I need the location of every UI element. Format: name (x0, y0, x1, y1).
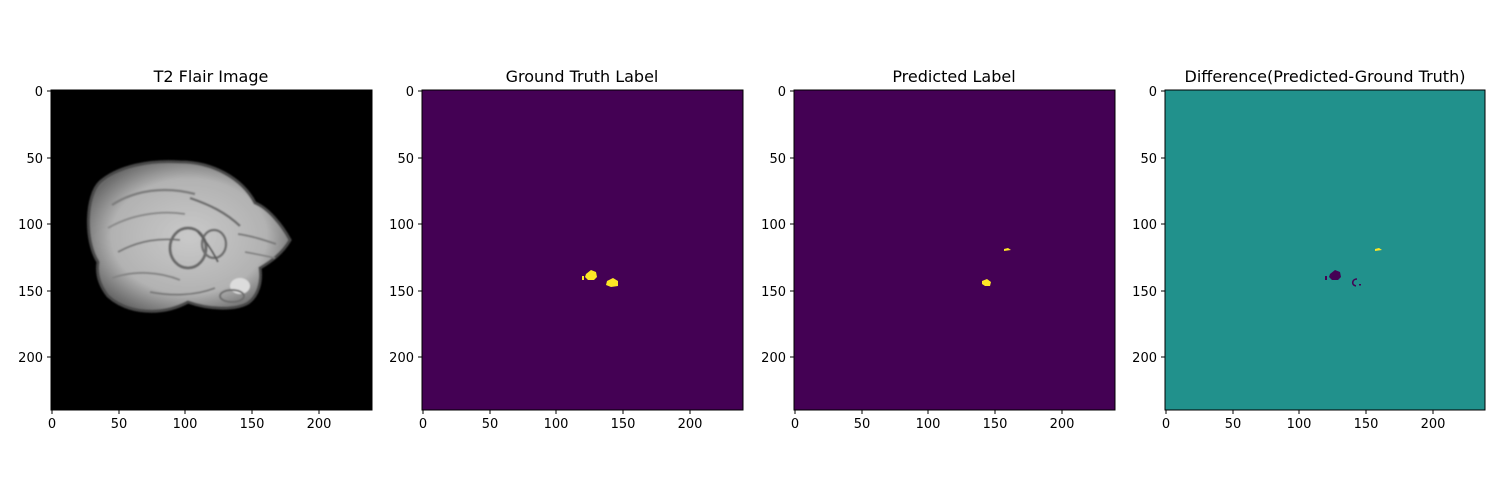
difference-overlay (1325, 248, 1382, 287)
panel-difference: Difference(Predicted-Ground Truth) 0 50 … (1132, 67, 1486, 432)
y-tick-label: 150 (389, 285, 414, 300)
image-area-ground-truth (422, 90, 743, 410)
x-tick-label: 100 (916, 417, 941, 432)
x-axis-difference: 0 50 100 150 200 (1162, 410, 1446, 432)
y-tick-label: 0 (35, 85, 43, 100)
x-tick-label: 50 (854, 417, 871, 432)
x-tick-label: 0 (48, 417, 56, 432)
image-area-predicted (794, 90, 1115, 410)
x-axis-t2-flair: 0 50 100 150 200 (48, 410, 332, 432)
y-tick-label: 200 (18, 351, 43, 366)
axes-frame-t2-flair (50, 89, 373, 411)
false-negative-region (1351, 278, 1358, 287)
y-tick-label: 150 (761, 285, 786, 300)
x-tick-label: 50 (482, 417, 499, 432)
axes-frame-difference (1164, 89, 1486, 411)
x-tick-label: 200 (1050, 417, 1075, 432)
false-negative-region (1359, 284, 1361, 286)
y-axis-difference: 0 50 100 150 200 (1132, 85, 1165, 366)
y-tick-label: 200 (1132, 351, 1157, 366)
panel-title-difference: Difference(Predicted-Ground Truth) (1185, 67, 1466, 86)
y-tick-label: 200 (389, 351, 414, 366)
y-tick-label: 100 (389, 218, 414, 233)
x-axis-predicted: 0 50 100 150 200 (791, 410, 1075, 432)
x-tick-label: 150 (983, 417, 1008, 432)
y-tick-label: 0 (406, 85, 414, 100)
y-tick-label: 0 (1149, 85, 1157, 100)
x-tick-label: 0 (791, 417, 799, 432)
y-tick-label: 200 (761, 351, 786, 366)
y-axis-predicted: 0 50 100 150 200 (761, 85, 794, 366)
axes-frame-predicted (793, 89, 1116, 411)
panel-title-predicted: Predicted Label (892, 67, 1015, 86)
panel-predicted: Predicted Label 0 50 100 150 200 0 50 10… (761, 67, 1116, 432)
x-tick-label: 200 (307, 417, 332, 432)
x-tick-label: 0 (419, 417, 427, 432)
y-tick-label: 50 (26, 152, 43, 167)
panel-title-ground-truth: Ground Truth Label (506, 67, 659, 86)
y-axis-t2-flair: 0 50 100 150 200 (18, 85, 51, 366)
x-tick-label: 150 (611, 417, 636, 432)
false-negative-region (1329, 270, 1341, 280)
y-tick-label: 150 (1132, 285, 1157, 300)
y-tick-label: 100 (18, 218, 43, 233)
axes-frame-ground-truth (421, 89, 744, 411)
image-area-difference (1165, 90, 1485, 410)
x-tick-label: 100 (1287, 417, 1312, 432)
y-tick-label: 50 (769, 152, 786, 167)
x-tick-label: 50 (111, 417, 128, 432)
lesion-ground-truth (582, 270, 618, 287)
y-tick-label: 50 (1140, 152, 1157, 167)
x-axis-ground-truth: 0 50 100 150 200 (419, 410, 703, 432)
y-tick-label: 100 (1132, 218, 1157, 233)
false-negative-region (1325, 276, 1327, 280)
x-tick-label: 100 (173, 417, 198, 432)
y-tick-label: 100 (761, 218, 786, 233)
x-tick-label: 200 (1421, 417, 1446, 432)
x-tick-label: 150 (240, 417, 265, 432)
false-positive-region (1375, 248, 1382, 251)
panel-ground-truth: Ground Truth Label 0 50 100 150 200 0 50… (389, 67, 744, 432)
y-tick-label: 50 (397, 152, 414, 167)
x-tick-label: 50 (1225, 417, 1242, 432)
y-tick-label: 0 (778, 85, 786, 100)
x-tick-label: 100 (544, 417, 569, 432)
x-tick-label: 200 (678, 417, 703, 432)
y-axis-ground-truth: 0 50 100 150 200 (389, 85, 422, 366)
x-tick-label: 150 (1354, 417, 1379, 432)
lesion-predicted (982, 248, 1011, 286)
x-tick-label: 0 (1162, 417, 1170, 432)
brain-scan (87, 160, 292, 313)
panel-title-t2-flair: T2 Flair Image (153, 67, 269, 86)
panel-t2-flair: T2 Flair Image 0 50 100 150 200 (18, 67, 373, 432)
y-tick-label: 150 (18, 285, 43, 300)
